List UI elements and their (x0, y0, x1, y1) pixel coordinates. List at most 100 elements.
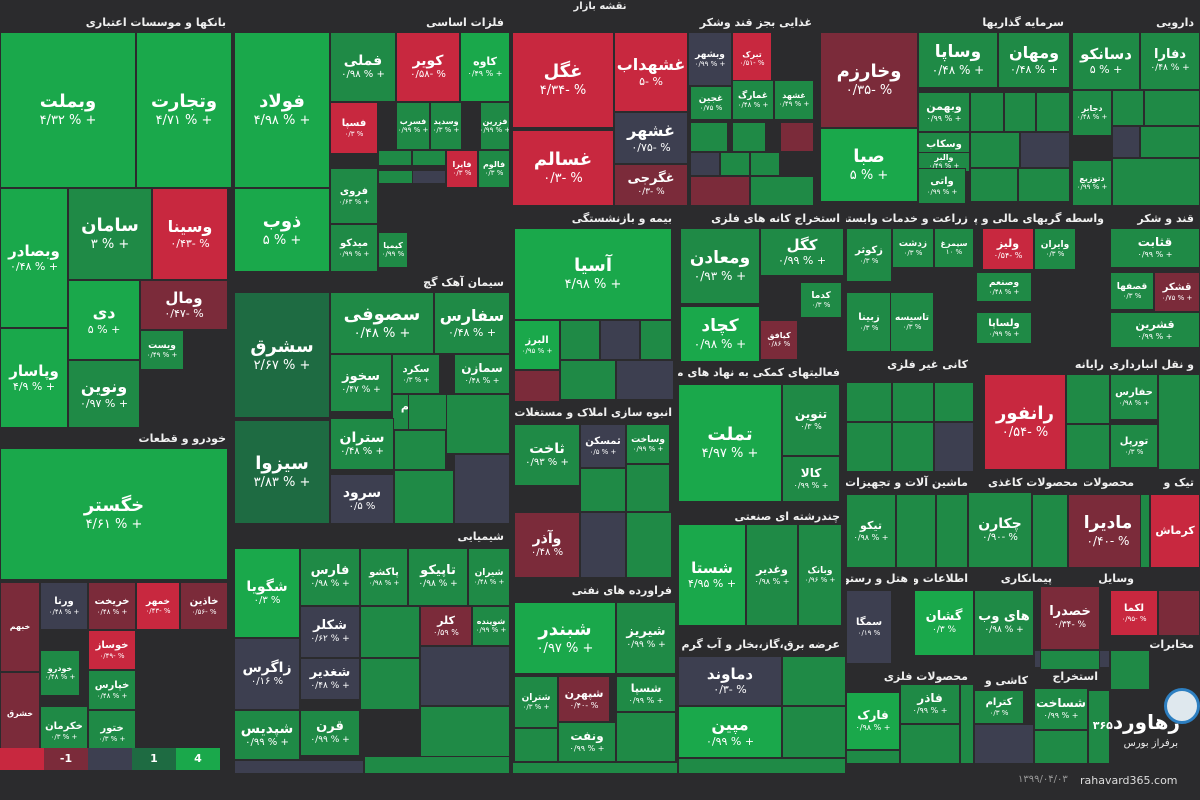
stock-tile[interactable] (690, 152, 720, 176)
stock-tile[interactable]: زدشت ۰/۳ % (892, 228, 934, 268)
stock-tile[interactable]: تیکو ۰/۹۸ % + (846, 494, 896, 568)
stock-tile[interactable]: دماوند ۰/۳- % (678, 656, 782, 706)
stock-tile[interactable]: دسانکو ۵ % + (1072, 32, 1140, 90)
stock-tile[interactable]: فالوم ۰/۳ % (478, 150, 510, 188)
stock-tile[interactable] (750, 152, 780, 176)
stock-tile[interactable]: خپارس ۰/۴۸ % + (88, 670, 136, 710)
stock-tile[interactable] (1112, 90, 1144, 126)
stock-tile[interactable] (454, 454, 510, 524)
stock-tile[interactable] (900, 724, 960, 764)
stock-tile[interactable] (420, 646, 510, 706)
stock-tile[interactable]: تورپل ۰/۳ % (1110, 424, 1158, 468)
stock-tile[interactable]: دی ۵ % + (68, 280, 140, 360)
stock-tile[interactable]: تبرک ۰/۵۱- % (732, 32, 772, 86)
stock-tile[interactable]: قشرین ۰/۹۹ % + (1110, 312, 1200, 348)
stock-tile[interactable]: غشهداب ۵- % (614, 32, 688, 112)
stock-tile[interactable]: غسالم ۰/۳- % (512, 130, 614, 206)
stock-tile[interactable]: وساپا ۰/۴۸ % + (918, 32, 998, 88)
stock-tile[interactable]: ونفت ۰/۹۹ % + (558, 722, 616, 762)
stock-tile[interactable] (690, 122, 728, 152)
stock-tile[interactable] (560, 360, 616, 400)
stock-tile[interactable]: شیران ۰/۴۸ % + (468, 548, 510, 606)
stock-tile[interactable]: شتران ۰/۳ % + (514, 676, 558, 728)
stock-tile[interactable] (1020, 132, 1070, 168)
stock-tile[interactable]: سفارس ۰/۴۸ % + (434, 292, 510, 354)
stock-tile[interactable] (364, 756, 510, 774)
stock-tile[interactable]: قصفها ۰/۳ % (1110, 272, 1154, 310)
stock-tile[interactable]: وپاسار ۴/۹ % + (0, 328, 68, 428)
stock-tile[interactable] (412, 170, 446, 184)
stock-tile[interactable]: سیمرغ ۱۰ % (934, 228, 974, 268)
stock-tile[interactable]: کرماش (1150, 494, 1200, 568)
stock-tile[interactable] (514, 370, 560, 402)
stock-tile[interactable] (1040, 650, 1100, 670)
stock-tile[interactable]: گشان ۰/۳ % (914, 590, 974, 656)
stock-tile[interactable] (1032, 494, 1068, 568)
stock-tile[interactable]: ویست ۰/۴۹ % + (140, 330, 184, 370)
stock-tile[interactable]: خمهر ۰/۴۳- % (136, 582, 180, 630)
stock-tile[interactable]: فارک ۰/۹۸ % + (846, 692, 900, 750)
stock-tile[interactable]: شستا ۴/۹۵ % + (678, 524, 746, 626)
stock-tile[interactable] (934, 382, 974, 422)
stock-tile[interactable]: شگویا ۰/۳ % (234, 548, 300, 638)
stock-tile[interactable]: شپهرن ۰/۴۰- % (558, 676, 610, 722)
stock-tile[interactable] (846, 422, 892, 472)
stock-tile[interactable] (896, 494, 936, 568)
stock-tile[interactable]: وبصادر ۰/۴۸ % + (0, 188, 68, 328)
stock-tile[interactable]: شکلر ۰/۶۲ % + (300, 606, 360, 658)
stock-tile[interactable]: غجین ۰/۷۵ % (690, 86, 732, 120)
stock-tile[interactable]: رانفور ۰/۵۴- % (984, 374, 1066, 470)
stock-tile[interactable] (960, 684, 974, 764)
stock-tile[interactable] (234, 760, 364, 774)
stock-tile[interactable] (232, 274, 234, 294)
stock-tile[interactable]: شوینده ۰/۹۹ % + (472, 606, 510, 646)
stock-tile[interactable]: دجابر ۰/۴۸ % + (1072, 90, 1112, 136)
stock-tile[interactable]: زکوثر ۰/۳ % (846, 228, 892, 282)
stock-tile[interactable]: وتجارت ۴/۷۱ % + (136, 32, 232, 188)
stock-tile[interactable]: قثابت ۰/۹۹ % + (1110, 228, 1200, 268)
stock-tile[interactable] (750, 176, 814, 206)
stock-tile[interactable]: کیافق ۰/۸۶ % (760, 320, 798, 360)
stock-tile[interactable] (626, 464, 670, 512)
stock-tile[interactable]: وساخت ۰/۹۹ % + (626, 424, 670, 464)
stock-tile[interactable]: قشکر ۰/۷۵ % + (1154, 272, 1200, 312)
stock-tile[interactable]: کیمیا ۰/۹۹ % (378, 232, 408, 268)
stock-tile[interactable]: کترام ۰/۳ % (974, 690, 1024, 724)
stock-tile[interactable] (1066, 424, 1110, 470)
stock-tile[interactable]: خریخت ۰/۴۸ % + (88, 582, 136, 630)
stock-tile[interactable] (616, 712, 676, 762)
stock-tile[interactable] (782, 656, 846, 706)
stock-tile[interactable] (408, 394, 448, 430)
stock-tile[interactable] (1158, 590, 1200, 636)
stock-tile[interactable]: ولیز ۰/۵۴- % (982, 228, 1034, 270)
stock-tile[interactable]: میدکو ۰/۹۹ % + (330, 224, 378, 272)
stock-tile[interactable] (600, 320, 640, 360)
stock-tile[interactable] (1144, 90, 1200, 126)
stock-tile[interactable] (560, 320, 600, 360)
stock-tile[interactable]: وصنعم ۰/۴۸ % + (976, 272, 1032, 302)
stock-tile[interactable]: فاذر ۰/۹۹ % + (900, 684, 960, 724)
stock-tile[interactable] (732, 122, 766, 152)
stock-tile[interactable] (1112, 158, 1200, 206)
stock-tile[interactable]: وبملت ۴/۳۲ % + (0, 32, 136, 188)
stock-tile[interactable]: وسدید ۰/۳ % + (430, 102, 462, 150)
stock-tile[interactable]: شساخت ۰/۹۹ % + (1034, 688, 1088, 730)
stock-tile[interactable]: کاوه ۰/۴۹ % + (460, 32, 510, 102)
stock-tile[interactable]: خودرو ۰/۴۸ % + (40, 650, 80, 696)
stock-tile[interactable]: وخارزم ۰/۳۵- % (820, 32, 918, 128)
stock-tile[interactable] (1140, 494, 1150, 568)
stock-tile[interactable]: خاذین ۰/۵۶- % (180, 582, 228, 630)
stock-tile[interactable]: واتی ۰/۹۹ % + (918, 168, 966, 204)
stock-tile[interactable] (1140, 126, 1200, 158)
stock-tile[interactable]: ونوین ۰/۹۷ % + (68, 360, 140, 428)
stock-tile[interactable] (1088, 690, 1110, 764)
stock-tile[interactable]: فزرین ۰/۹۹ % + (480, 102, 510, 150)
stock-tile[interactable] (412, 150, 446, 166)
stock-tile[interactable]: فایرا ۰/۳ % (446, 150, 478, 188)
stock-tile[interactable]: کچاد ۰/۹۸ % + (680, 306, 760, 362)
stock-tile[interactable] (720, 152, 750, 176)
stock-tile[interactable] (580, 512, 626, 578)
stock-tile[interactable]: تاپیکو ۰/۹۸ % + (408, 548, 468, 606)
stock-tile[interactable]: غشهر ۰/۷۵- % (614, 112, 688, 164)
stock-tile[interactable]: سمگا ۰/۱۹ % (846, 590, 892, 664)
